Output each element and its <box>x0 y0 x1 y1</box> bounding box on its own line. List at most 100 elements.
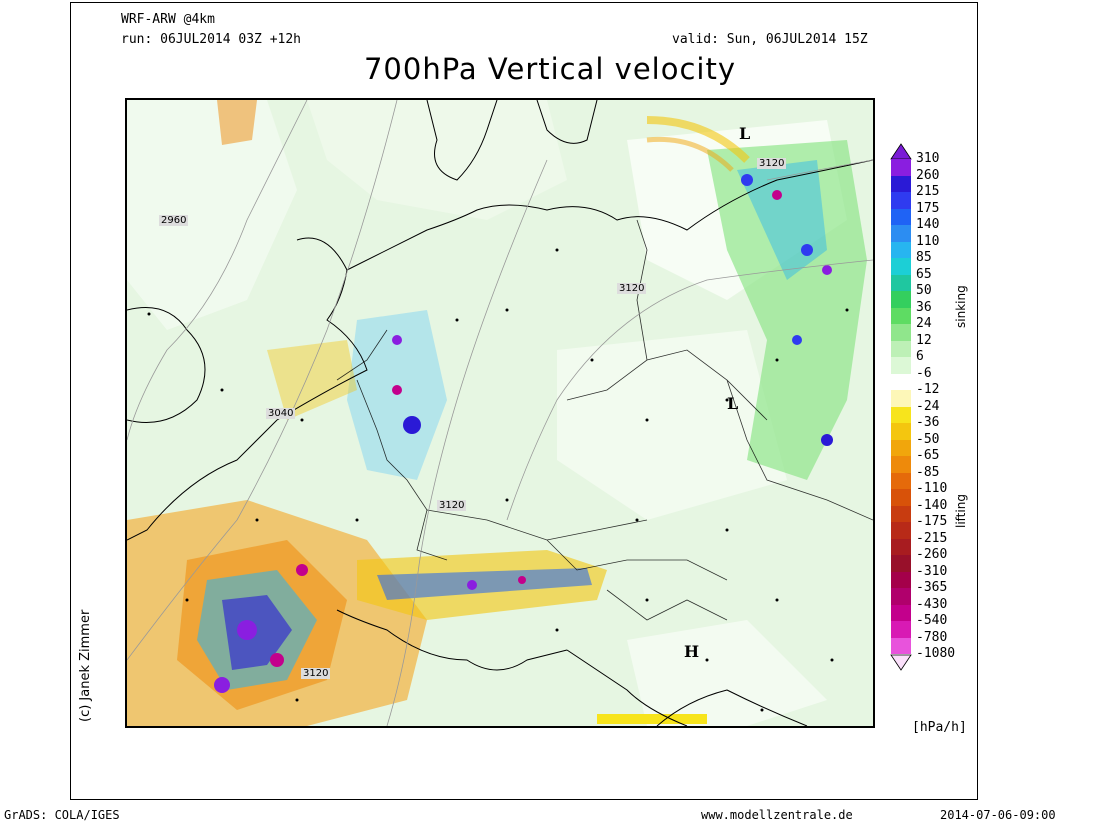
legend-tick-label: 175 <box>916 200 940 216</box>
contour-label: 3120 <box>757 158 787 169</box>
legend-tick-label: -540 <box>916 613 948 628</box>
contour-label: 3120 <box>617 283 647 294</box>
convective-cell <box>392 385 402 395</box>
legend-bar <box>890 143 912 671</box>
convective-cell <box>270 653 284 667</box>
convective-cell <box>467 580 477 590</box>
model-label: WRF-ARW @4km <box>121 12 215 27</box>
copyright-label: (c) Janek Zimmer <box>78 609 93 722</box>
legend-swatch <box>891 390 911 407</box>
legend-tick-label: 110 <box>916 233 940 249</box>
legend-tick-label: -110 <box>916 481 948 496</box>
convective-cell <box>822 265 832 275</box>
legend-tick-label: -260 <box>916 547 948 562</box>
contour-label: 3120 <box>437 500 467 511</box>
plot-frame <box>70 2 978 800</box>
legend-tick-label: -365 <box>916 580 948 595</box>
legend-swatch <box>891 258 911 275</box>
map-panel: 2960 3120 3120 3040 3120 3120 L L H <box>125 98 875 728</box>
convective-cell <box>518 576 526 584</box>
legend-swatch <box>891 324 911 341</box>
neutral-area <box>127 100 297 330</box>
legend-tick-label: -36 <box>916 415 940 430</box>
map-canvas <box>127 100 873 726</box>
legend-swatch <box>891 489 911 506</box>
legend-swatch <box>891 505 911 522</box>
legend-top-arrow <box>890 143 912 160</box>
legend-tick-label: 215 <box>916 184 940 199</box>
legend-tick-label: 65 <box>916 266 932 282</box>
high-pressure-center: H <box>684 642 700 661</box>
legend-swatch <box>891 555 911 572</box>
convective-cell <box>792 335 802 345</box>
units-label: [hPa/h] <box>912 720 967 735</box>
legend-swatch <box>891 291 911 308</box>
sinking-core <box>222 595 292 670</box>
legend-swatch <box>891 192 911 209</box>
legend-swatch <box>891 588 911 605</box>
legend-tick-label: -12 <box>916 382 940 397</box>
contour-label: 3040 <box>266 408 296 419</box>
city-dots <box>147 248 849 712</box>
legend-tick-label: -215 <box>916 530 948 546</box>
lifting-zone <box>217 100 257 145</box>
legend-swatch <box>891 538 911 555</box>
legend-tick-label: 6 <box>916 349 924 364</box>
legend-swatch <box>891 159 911 176</box>
sinking-zone <box>377 568 592 600</box>
low-pressure-center: L <box>727 394 739 413</box>
legend-swatch <box>891 456 911 473</box>
country-borders <box>336 219 873 621</box>
legend-swatch <box>891 357 911 374</box>
height-contours <box>127 100 873 726</box>
legend-swatch <box>891 208 911 225</box>
legend-swatch <box>891 621 911 638</box>
sea-area <box>627 620 827 726</box>
contour-label: 2960 <box>159 215 189 226</box>
legend-swatch <box>891 472 911 489</box>
legend-tick-label: -65 <box>916 448 940 463</box>
sea-area <box>307 100 567 220</box>
legend-swatch <box>891 439 911 456</box>
legend-swatch <box>891 274 911 291</box>
convective-cell <box>237 620 257 640</box>
legend-swatch <box>891 406 911 423</box>
legend-tick-label: -50 <box>916 431 940 447</box>
sinking-label: sinking <box>954 285 968 328</box>
footer-timestamp: 2014-07-06-09:00 <box>940 808 1056 822</box>
legend-tick-label: 50 <box>916 283 932 298</box>
valid-label: valid: Sun, 06JUL2014 15Z <box>672 32 868 47</box>
legend-swatch <box>891 175 911 192</box>
run-label: run: 06JUL2014 03Z +12h <box>121 32 302 47</box>
legend-swatch <box>891 225 911 242</box>
legend-tick-label: 140 <box>916 217 940 232</box>
legend-tick-label: -140 <box>916 497 948 513</box>
legend-tick-label: 260 <box>916 167 940 183</box>
low-pressure-center: L <box>739 124 751 143</box>
convective-cell <box>392 335 402 345</box>
legend-swatch <box>891 522 911 539</box>
legend-tick-label: -24 <box>916 398 940 414</box>
footer-software: GrADS: COLA/IGES <box>4 808 120 822</box>
legend-swatch <box>891 423 911 440</box>
lifting-arc <box>646 136 734 172</box>
legend-swatch <box>891 637 911 654</box>
legend-tick-label: 24 <box>916 316 932 331</box>
footer-website[interactable]: www.modellzentrale.de <box>701 808 853 822</box>
convective-cell <box>772 190 782 200</box>
legend-tick-label: -1080 <box>916 646 956 661</box>
legend-tick-label: -175 <box>916 514 948 529</box>
legend-tick-label: -85 <box>916 464 940 480</box>
legend-swatch <box>891 571 911 588</box>
convective-cell <box>214 677 230 693</box>
lifting-zone <box>267 340 357 420</box>
legend-swatch <box>891 373 911 390</box>
legend-tick-label: 36 <box>916 299 932 315</box>
map-title: 700hPa Vertical velocity <box>363 52 736 86</box>
legend-swatch <box>891 604 911 621</box>
legend-swatch <box>891 340 911 357</box>
legend-swatch <box>891 241 911 258</box>
legend-tick-label: 310 <box>916 151 940 166</box>
legend-tick-label: -430 <box>916 596 948 612</box>
legend-tick-label: 12 <box>916 332 932 348</box>
